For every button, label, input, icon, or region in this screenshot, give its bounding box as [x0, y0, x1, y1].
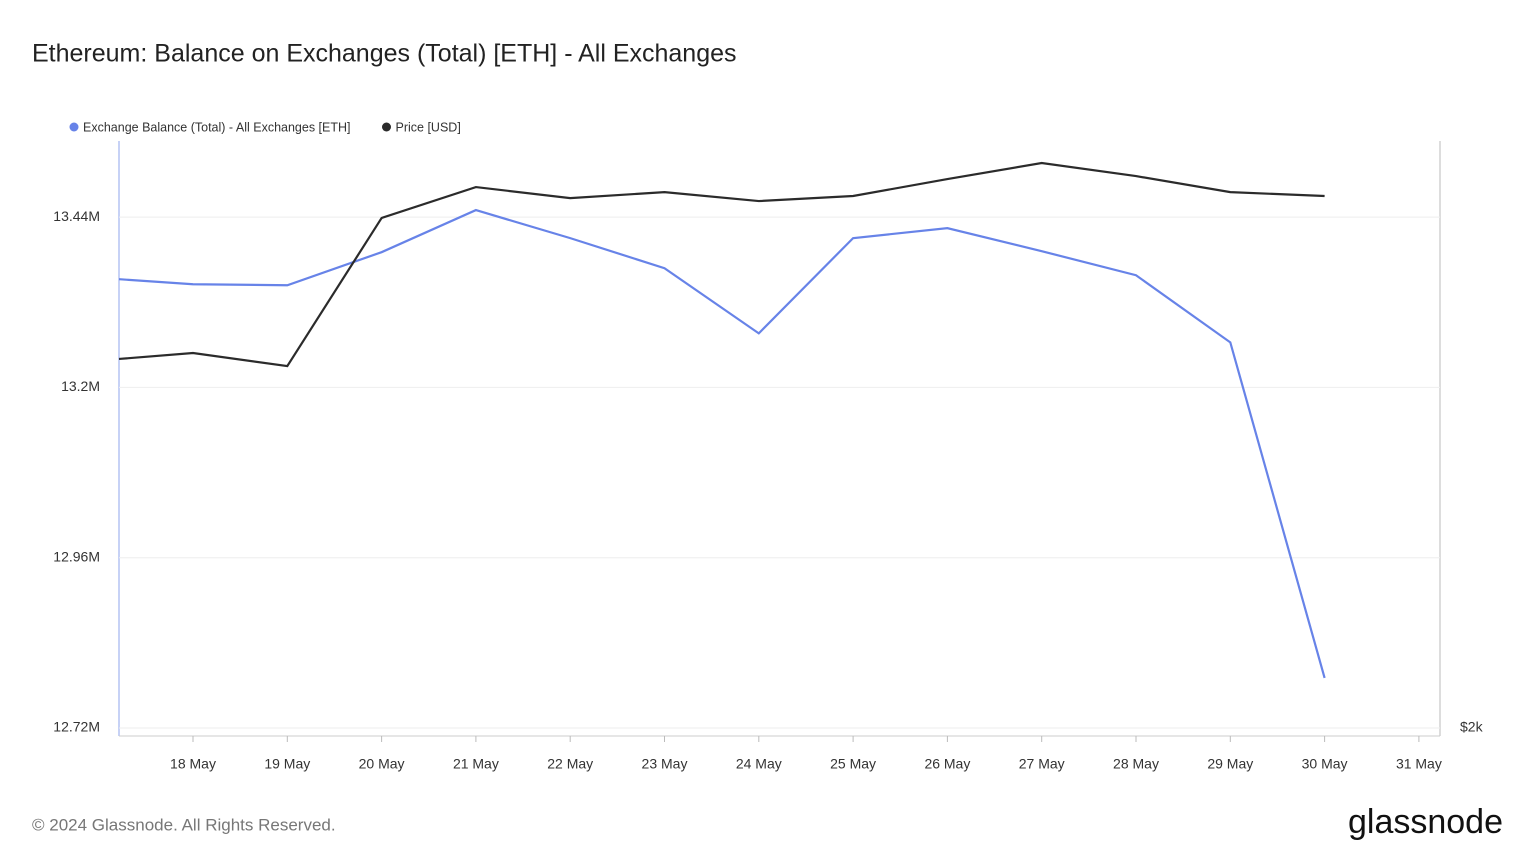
chart-title: Ethereum: Balance on Exchanges (Total) […	[32, 40, 737, 68]
y-tick-label: 13.44M	[53, 208, 100, 224]
x-tick-label: 21 May	[453, 756, 499, 772]
legend-marker	[69, 122, 79, 132]
y-tick-label: 13.2M	[61, 378, 100, 394]
x-tick-label: 26 May	[924, 756, 970, 772]
series-line	[118, 208, 1326, 679]
x-tick-label: 29 May	[1207, 756, 1253, 772]
x-tick-label: 18 May	[170, 756, 216, 772]
copyright: © 2024 Glassnode. All Rights Reserved.	[32, 815, 336, 834]
legend-label: Price [USD]	[396, 120, 461, 134]
x-tick-label: 31 May	[1396, 756, 1442, 772]
x-tick-label: 20 May	[359, 756, 405, 772]
x-tick-label: 28 May	[1113, 756, 1159, 772]
logo: glassnode	[1348, 803, 1503, 841]
x-tick-label: 25 May	[830, 756, 876, 772]
x-tick-label: 30 May	[1302, 756, 1348, 772]
x-tick-label: 24 May	[736, 756, 782, 772]
x-tick-label: 27 May	[1019, 756, 1065, 772]
x-tick-label: 23 May	[642, 756, 688, 772]
y-tick-label: 12.96M	[53, 548, 100, 564]
x-tick-label: 22 May	[547, 756, 593, 772]
y-tick-label: 12.72M	[53, 719, 100, 735]
series-line	[118, 161, 1325, 368]
x-tick-label: 19 May	[264, 756, 310, 772]
legend-label: Exchange Balance (Total) - All Exchanges…	[83, 120, 351, 134]
legend-marker	[382, 122, 391, 132]
y2-tick-label: $2k	[1460, 719, 1484, 735]
